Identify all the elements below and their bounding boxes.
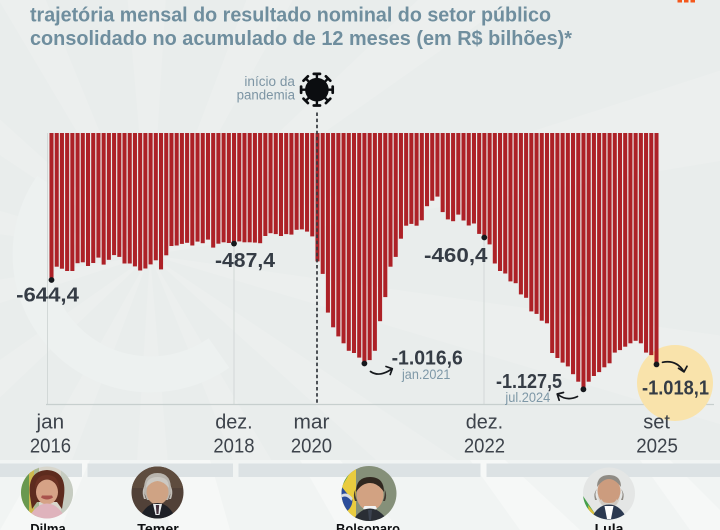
svg-text:set: set [643,411,670,433]
svg-text:-460,4: -460,4 [424,245,488,267]
svg-text:início da: início da [244,74,295,89]
svg-text:Lula: Lula [595,521,624,530]
svg-text:mar: mar [294,411,330,433]
svg-text:-1.016,6: -1.016,6 [392,348,463,370]
svg-text:Temer: Temer [137,521,179,530]
svg-text:2018: 2018 [213,435,254,457]
svg-text:2020: 2020 [291,435,332,457]
svg-text:Bolsonaro: Bolsonaro [336,521,400,530]
svg-text:dez.: dez. [215,411,253,433]
svg-text:-1.127,5: -1.127,5 [496,371,562,393]
svg-text:dez.: dez. [466,411,504,433]
svg-text:2022: 2022 [464,435,505,457]
svg-text:-1.018,1: -1.018,1 [642,378,709,400]
svg-text:Dilma: Dilma [30,521,66,530]
svg-text:jul.2024: jul.2024 [504,389,550,405]
svg-text:2016: 2016 [30,435,71,457]
svg-text:-487,4: -487,4 [215,250,276,272]
svg-text:trajetória mensal do resultado: trajetória mensal do resultado nominal d… [30,3,551,26]
svg-text:consolidado no acumulado de 12: consolidado no acumulado de 12 meses (em… [30,27,572,50]
svg-text:pandemia: pandemia [237,88,296,103]
svg-text:2025: 2025 [636,435,678,457]
svg-text:-644,4: -644,4 [16,284,80,306]
svg-text:jan: jan [35,411,64,433]
svg-text:jan.2021: jan.2021 [401,366,450,382]
